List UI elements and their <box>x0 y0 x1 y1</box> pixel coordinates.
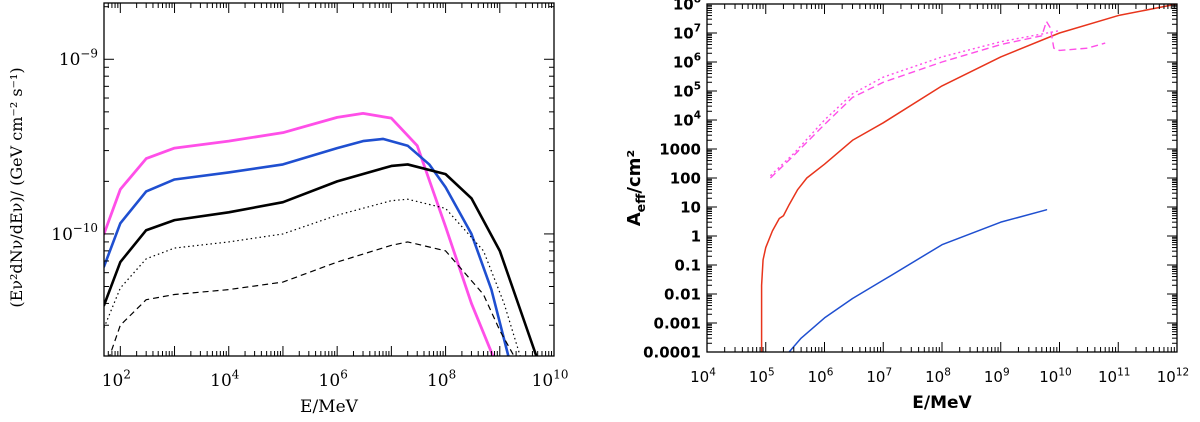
x-tick-label: 104 <box>690 366 716 386</box>
x-tick-label: 105 <box>749 366 775 386</box>
series-magenta-line <box>104 111 495 356</box>
y-tick-label: 0.0001 <box>643 343 701 361</box>
x-tick-label: 1012 <box>1157 366 1189 386</box>
x-tick-label: 107 <box>866 366 892 386</box>
y-tick-label: 10 <box>680 198 701 216</box>
y-tick-label: 10−9 <box>59 47 98 71</box>
x-axis-label: E/MeV <box>300 397 359 417</box>
chart-2: 104 105 106 107 108 109 1010 1011 1012 0.0001 0.00… <box>624 0 1189 413</box>
y-tick-label: 100 <box>670 169 701 187</box>
plot-frame <box>706 3 1178 353</box>
y-tick-label: 1 <box>691 227 701 245</box>
series-magenta-dashed-line <box>769 20 1106 179</box>
y-tick-label: 1000 <box>659 140 701 158</box>
series-blue-line <box>104 137 510 356</box>
y-axis-label: (Eν²dNν/dEν)/ (GeV cm⁻² s⁻¹) <box>7 67 26 307</box>
y-tick-label: 105 <box>673 81 701 101</box>
x-tick-label: 108 <box>427 367 456 391</box>
x-tick-label: 104 <box>210 367 239 391</box>
x-tick-label: 106 <box>319 367 348 391</box>
y-tick-label: 0.001 <box>654 314 701 332</box>
x-tick-label: 109 <box>984 366 1010 386</box>
x-tick-label: 108 <box>925 366 951 386</box>
x-tick-label: 106 <box>808 366 834 386</box>
series-group <box>760 4 1177 352</box>
y-tick-label: 10−10 <box>51 221 98 245</box>
chart-1: 102 104 106 108 1010 10−10 10−9 E/MeV (Eν²dNν/dE… <box>7 2 569 417</box>
y-tick-label: 104 <box>673 110 701 130</box>
tick-marks <box>103 3 555 357</box>
series-group <box>104 111 538 356</box>
series-dashed-line <box>109 241 515 356</box>
y-axis-label: Aeff/cm² <box>624 150 648 227</box>
x-tick-label: 1010 <box>1039 366 1071 386</box>
y-tick-label: 107 <box>673 23 701 43</box>
series-dotted-line <box>104 198 521 356</box>
series-red-line <box>760 4 1177 352</box>
y-tick-label: 108 <box>673 0 701 13</box>
tick-marks <box>706 3 1178 353</box>
y-tick-label: 0.01 <box>664 285 701 303</box>
x-tick-label: 1011 <box>1098 366 1130 386</box>
x-axis-label: E/MeV <box>912 393 972 413</box>
y-tick-label: 0.1 <box>674 256 701 274</box>
x-tick-label: 102 <box>102 367 131 391</box>
series-black-line <box>104 163 538 356</box>
x-tick-label: 1010 <box>532 367 569 391</box>
series-blue-line <box>788 209 1048 352</box>
y-tick-label: 106 <box>673 52 701 72</box>
